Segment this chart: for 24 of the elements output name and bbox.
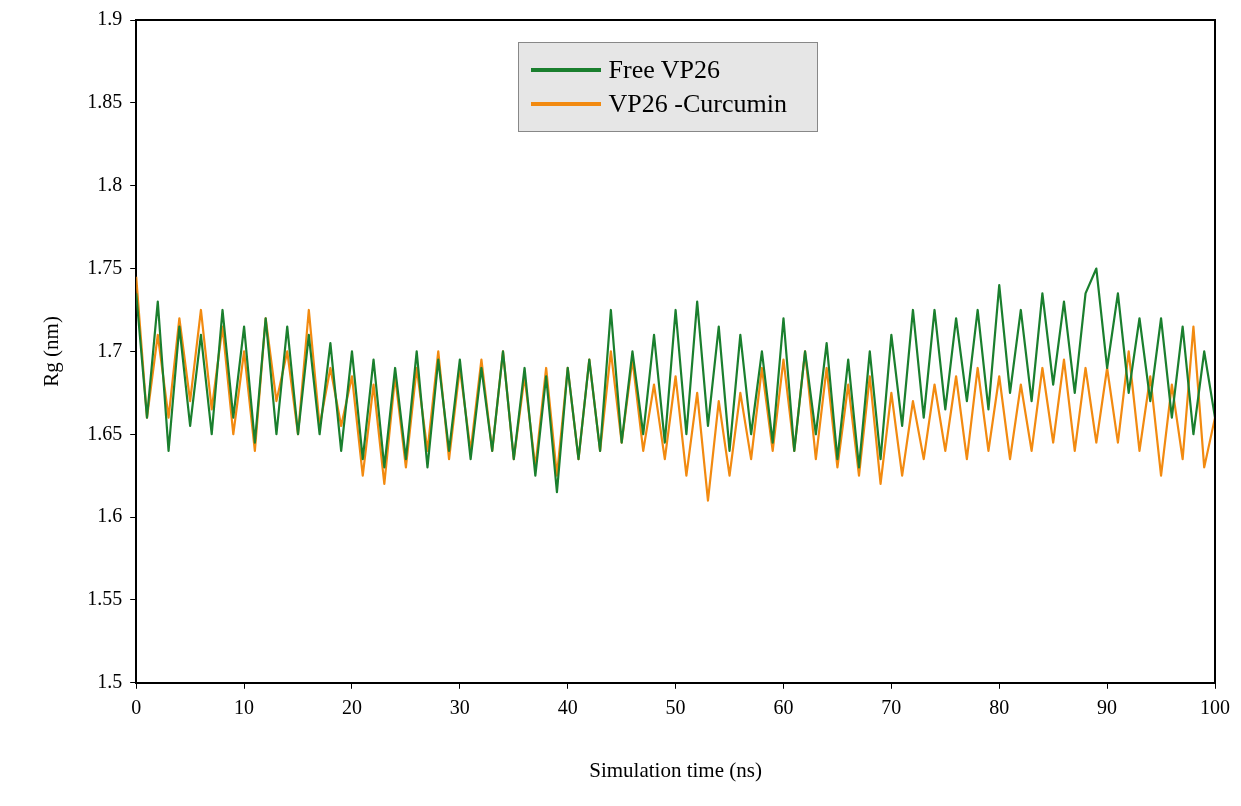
x-tick-label: 0 xyxy=(131,696,142,719)
x-tick-label: 60 xyxy=(773,696,794,719)
y-tick-label: 1.65 xyxy=(87,421,123,444)
x-tick-label: 20 xyxy=(341,696,362,719)
x-tick-label: 100 xyxy=(1200,696,1230,719)
x-tick-label: 80 xyxy=(989,696,1010,719)
y-tick-label: 1.5 xyxy=(97,670,123,693)
x-axis-title: Simulation time (ns) xyxy=(589,757,762,782)
y-tick-label: 1.6 xyxy=(97,504,123,527)
y-axis-title: Rg (nm) xyxy=(39,316,64,387)
legend-label: Free VP26 xyxy=(608,55,721,85)
legend-label: VP26 -Curcumin xyxy=(608,89,787,119)
x-tick-label: 90 xyxy=(1097,696,1118,719)
y-tick-label: 1.8 xyxy=(97,172,123,195)
x-tick-label: 40 xyxy=(557,696,578,719)
y-tick-label: 1.7 xyxy=(97,338,123,361)
y-tick-label: 1.85 xyxy=(87,90,123,113)
x-tick-label: 30 xyxy=(449,696,470,719)
x-tick-label: 70 xyxy=(881,696,902,719)
y-tick-label: 1.9 xyxy=(97,7,123,30)
y-tick-label: 1.55 xyxy=(87,587,123,610)
x-tick-label: 10 xyxy=(234,696,255,719)
y-tick-label: 1.75 xyxy=(87,255,123,278)
x-tick-label: 50 xyxy=(665,696,686,719)
